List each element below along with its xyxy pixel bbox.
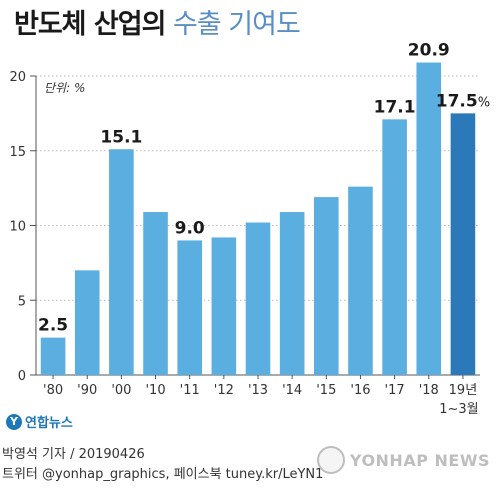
yonhap-logo-icon: Y <box>6 413 22 430</box>
y-tick-label: 5 <box>18 294 26 309</box>
bar-4 <box>177 240 202 375</box>
y-tick-label: 10 <box>9 220 26 235</box>
x-tick-label: '16 <box>350 383 370 398</box>
bar-3 <box>143 212 168 375</box>
title-sub: 수출 기여도 <box>173 9 301 40</box>
credit-social-links: 트위터 @yonhap_graphics, 페이스북 tuney.kr/LeYN… <box>2 467 324 482</box>
bar-9 <box>348 186 373 375</box>
x-tick-label: '13 <box>248 383 268 398</box>
chart-title: 반도체 산업의 수출 기여도 <box>14 8 301 42</box>
x-tick-label: '15 <box>316 383 336 398</box>
bar-8 <box>314 197 339 375</box>
data-label-2: 15.1 <box>100 127 142 147</box>
title-main: 반도체 산업의 <box>14 9 166 40</box>
yonhap-logo-text: 연합뉴스 <box>25 416 73 431</box>
bar-chart: 0 5 10 15 20 단위: % '80 '90 '00 '10 '11 '12 '13 '14 '15… <box>9 41 490 417</box>
y-tick-label: 20 <box>9 70 26 85</box>
data-label-4: 9.0 <box>175 218 205 238</box>
x-tick-label: '10 <box>145 383 165 398</box>
yonhap-news-watermark: YONHAP NEWS <box>316 446 490 474</box>
x-tick-label: '00 <box>111 383 131 398</box>
x-tick-label: '11 <box>180 383 200 398</box>
watermark-text: YONHAP NEWS <box>349 450 490 470</box>
y-tick-label: 15 <box>9 145 26 160</box>
watermark-logo-icon <box>316 446 345 474</box>
bar-11 <box>416 62 442 376</box>
data-label-unit: % <box>478 95 490 110</box>
x-tick-label: '18 <box>419 383 439 398</box>
y-tick-label: 0 <box>18 369 26 384</box>
x-tick-label: 19년 <box>449 383 478 398</box>
bar-5 <box>211 237 237 375</box>
x-tick-label: '80 <box>43 383 63 398</box>
credit-reporter-date: 박영석 기자 / 20190426 <box>2 447 145 462</box>
x-tick-label: '14 <box>282 383 302 398</box>
bar-1 <box>74 270 100 375</box>
data-label-10: 17.1 <box>374 97 416 117</box>
data-label-12: 17.5% <box>436 91 490 111</box>
bar-10 <box>382 119 407 375</box>
x-tick-label: '17 <box>385 383 405 398</box>
x-tick-label: '90 <box>77 383 97 398</box>
bar-2 <box>109 149 134 375</box>
yonhap-logo: Y 연합뉴스 <box>6 412 73 431</box>
unit-label: 단위: % <box>44 81 85 95</box>
x-tick-label: '12 <box>214 383 234 398</box>
bar-12 <box>450 113 476 375</box>
x-tick-sublabel: 1~3월 <box>439 402 478 417</box>
bar-0 <box>40 337 66 375</box>
data-label-0: 2.5 <box>38 316 68 336</box>
bar-7 <box>279 212 305 375</box>
bar-6 <box>245 222 271 375</box>
data-label-11: 20.9 <box>408 41 450 61</box>
